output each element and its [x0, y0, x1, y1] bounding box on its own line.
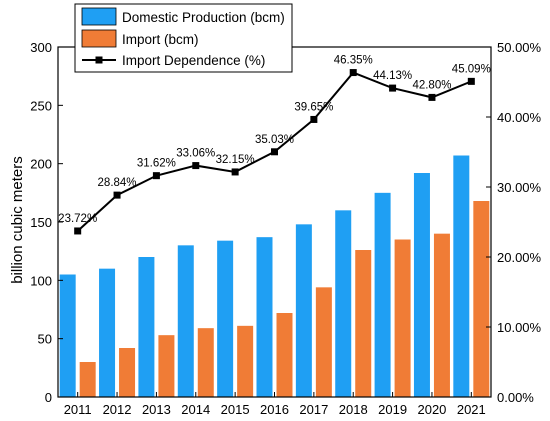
- data-label-dependence-2020: 42.80%: [412, 79, 451, 91]
- bar-domestic-2019: [374, 192, 391, 397]
- y-tick-label-150: 150: [30, 215, 52, 230]
- bar-import-2018: [355, 250, 372, 397]
- data-label-dependence-2021: 45.09%: [452, 63, 491, 75]
- point-dependence-2020: [428, 93, 436, 101]
- bar-import-2016: [276, 313, 293, 397]
- y2-tick-label-30.00%: 30.00%: [497, 180, 542, 195]
- data-label-dependence-2013: 31.62%: [137, 158, 176, 170]
- y-tick-label-250: 250: [30, 98, 52, 113]
- bar-domestic-2017: [295, 224, 312, 397]
- legend: Domestic Production (bcm) Import (bcm) I…: [74, 3, 293, 73]
- y2-tick-label-20.00%: 20.00%: [497, 250, 542, 265]
- data-label-dependence-2017: 39.65%: [294, 101, 333, 113]
- bar-import-2019: [394, 239, 411, 397]
- point-dependence-2017: [310, 115, 318, 123]
- y2-tick-label-40.00%: 40.00%: [497, 110, 542, 125]
- point-dependence-2018: [349, 69, 357, 77]
- y-axis-label: billion cubic meters: [9, 156, 26, 284]
- bar-import-2011: [79, 362, 96, 397]
- x-tick-label-2011: 2011: [64, 402, 92, 417]
- data-label-dependence-2011: 23.72%: [58, 213, 97, 225]
- legend-label-domestic: Domestic Production (bcm): [122, 10, 285, 25]
- bar-domestic-2016: [256, 237, 273, 397]
- point-dependence-2014: [192, 162, 200, 170]
- bar-domestic-2012: [99, 268, 116, 397]
- x-tick-label-2014: 2014: [181, 402, 210, 417]
- legend-marker-dependence: [95, 56, 103, 64]
- bar-import-2017: [315, 287, 332, 397]
- data-label-dependence-2012: 28.84%: [98, 177, 137, 189]
- x-tick-label-2017: 2017: [299, 402, 328, 417]
- point-dependence-2011: [74, 227, 82, 235]
- x-tick-label-2015: 2015: [221, 402, 250, 417]
- y-tick-label-50: 50: [38, 332, 52, 347]
- bar-import-2021: [473, 201, 490, 397]
- import-dependence-line-layer: 23.72% 28.84%31.62%33.06%32.15%35.03% 39.6…: [58, 55, 491, 235]
- bar-import-2012: [119, 348, 136, 397]
- data-label-dependence-2014: 33.06%: [176, 148, 215, 160]
- x-tick-label-2016: 2016: [260, 402, 289, 417]
- y-tick-label-200: 200: [30, 157, 52, 172]
- data-label-dependence-2018: 46.35%: [334, 55, 373, 67]
- y-tick-label-100: 100: [30, 273, 52, 288]
- legend-label-import: Import (bcm): [122, 32, 199, 47]
- bar-import-2020: [433, 233, 450, 397]
- point-dependence-2015: [231, 168, 239, 176]
- y-tick-label-300: 300: [30, 40, 52, 55]
- y-tick-label-0: 0: [45, 390, 52, 405]
- x-tick-label-2018: 2018: [339, 402, 368, 417]
- data-label-dependence-2015: 32.15%: [216, 154, 255, 166]
- bar-import-2014: [197, 328, 214, 397]
- point-dependence-2013: [152, 172, 160, 180]
- x-tick-label-2020: 2020: [417, 402, 446, 417]
- point-dependence-2021: [467, 77, 475, 85]
- legend-swatch-domestic: [81, 7, 117, 26]
- y2-tick-label-0.00%: 0.00%: [497, 390, 534, 405]
- x-tick-label-2012: 2012: [103, 402, 132, 417]
- bar-domestic-2013: [138, 257, 155, 397]
- legend-swatch-import: [81, 29, 117, 48]
- bar-domestic-2011: [59, 274, 76, 397]
- x-tick-label-2013: 2013: [142, 402, 171, 417]
- y2-tick-label-50.00%: 50.00%: [497, 40, 542, 55]
- bar-domestic-2021: [453, 155, 470, 397]
- point-dependence-2016: [271, 148, 278, 156]
- bar-domestic-2020: [413, 173, 430, 397]
- bars-layer: [59, 155, 490, 397]
- y2-tick-label-10.00%: 10.00%: [497, 320, 542, 335]
- bar-import-2013: [158, 335, 175, 397]
- bar-domestic-2014: [177, 245, 194, 397]
- data-label-dependence-2019: 44.13%: [373, 70, 412, 82]
- x-tick-label-2021: 2021: [457, 402, 486, 417]
- x-tick-label-2019: 2019: [378, 402, 407, 417]
- point-dependence-2012: [113, 191, 121, 199]
- point-dependence-2019: [389, 84, 397, 92]
- bar-domestic-2018: [335, 210, 352, 397]
- data-label-dependence-2016: 35.03%: [255, 134, 294, 146]
- bar-import-2015: [237, 325, 254, 397]
- bar-domestic-2015: [217, 240, 234, 397]
- legend-label-dependence: Import Dependence (%): [122, 53, 265, 68]
